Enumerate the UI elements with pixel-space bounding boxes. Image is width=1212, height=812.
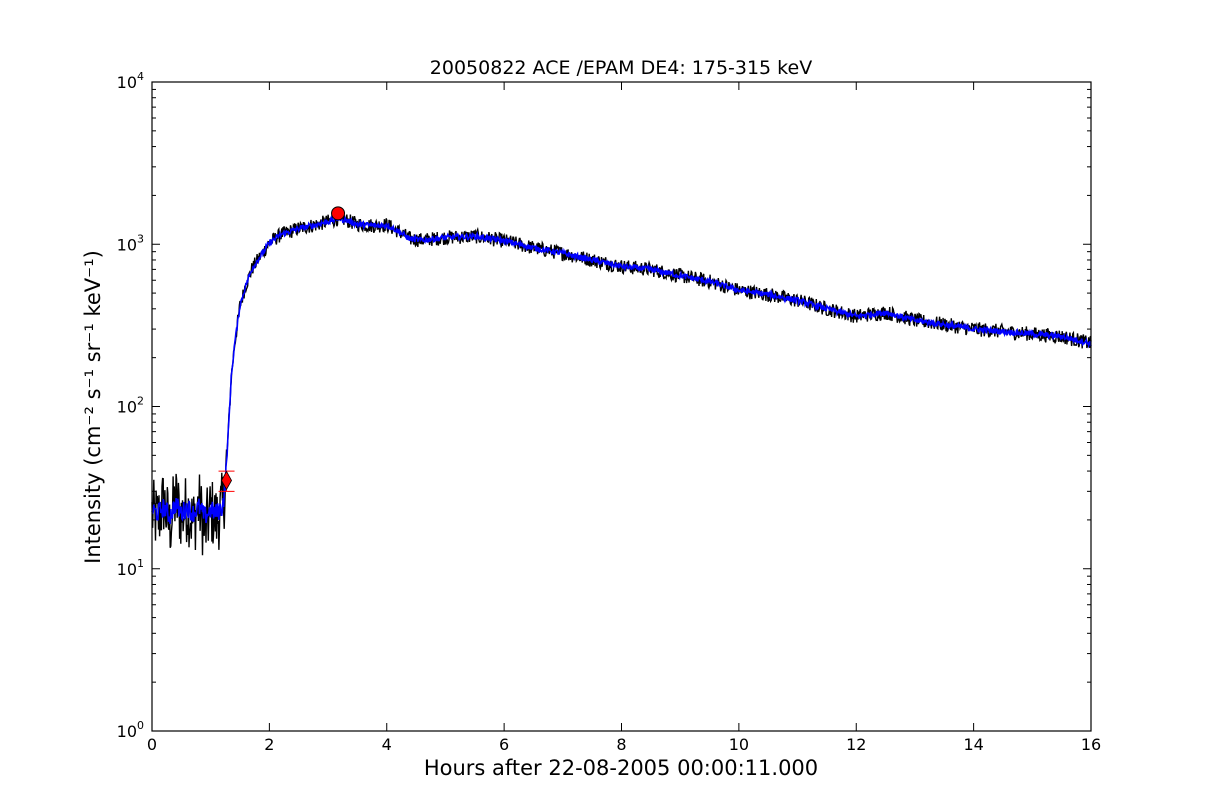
chart-title: 20050822 ACE /EPAM DE4: 175-315 keV (430, 57, 812, 79)
series-line-raw (151, 210, 1092, 556)
marker-peak (331, 206, 346, 221)
x-tick-label: 16 (1081, 735, 1101, 754)
marker-onset (221, 470, 232, 491)
y-tick-label: 101 (117, 557, 144, 579)
y-tick-exponent: 0 (137, 719, 144, 732)
y-axis-label: Intensity (cm⁻² s⁻¹ sr⁻¹ keV⁻¹) (81, 250, 105, 564)
y-tick-base: 10 (117, 235, 137, 254)
y-tick-exponent: 1 (137, 557, 144, 570)
y-tick-label: 104 (117, 70, 144, 92)
y-tick-label: 100 (117, 719, 144, 741)
y-tick-base: 10 (117, 73, 137, 92)
plot-frame (151, 81, 1092, 732)
y-tick-base: 10 (117, 398, 137, 417)
y-tick-base: 10 (117, 560, 137, 579)
x-axis-label: Hours after 22-08-2005 00:00:11.000 (424, 756, 818, 780)
y-tick-exponent: 2 (137, 395, 144, 408)
x-tick-label: 0 (147, 735, 157, 754)
y-tick-base: 10 (117, 722, 137, 741)
x-tick-label: 2 (264, 735, 274, 754)
y-tick-label: 103 (117, 232, 144, 254)
x-tick-label: 8 (616, 735, 626, 754)
x-tick-label: 14 (963, 735, 983, 754)
x-tick-label: 6 (499, 735, 509, 754)
x-tick-label: 4 (382, 735, 392, 754)
x-tick-label: 10 (729, 735, 749, 754)
y-tick-exponent: 3 (137, 232, 144, 245)
y-tick-exponent: 4 (137, 70, 144, 83)
x-tick-label: 12 (846, 735, 866, 754)
y-tick-label: 102 (117, 395, 144, 417)
series-line-smoothed (151, 213, 1092, 524)
